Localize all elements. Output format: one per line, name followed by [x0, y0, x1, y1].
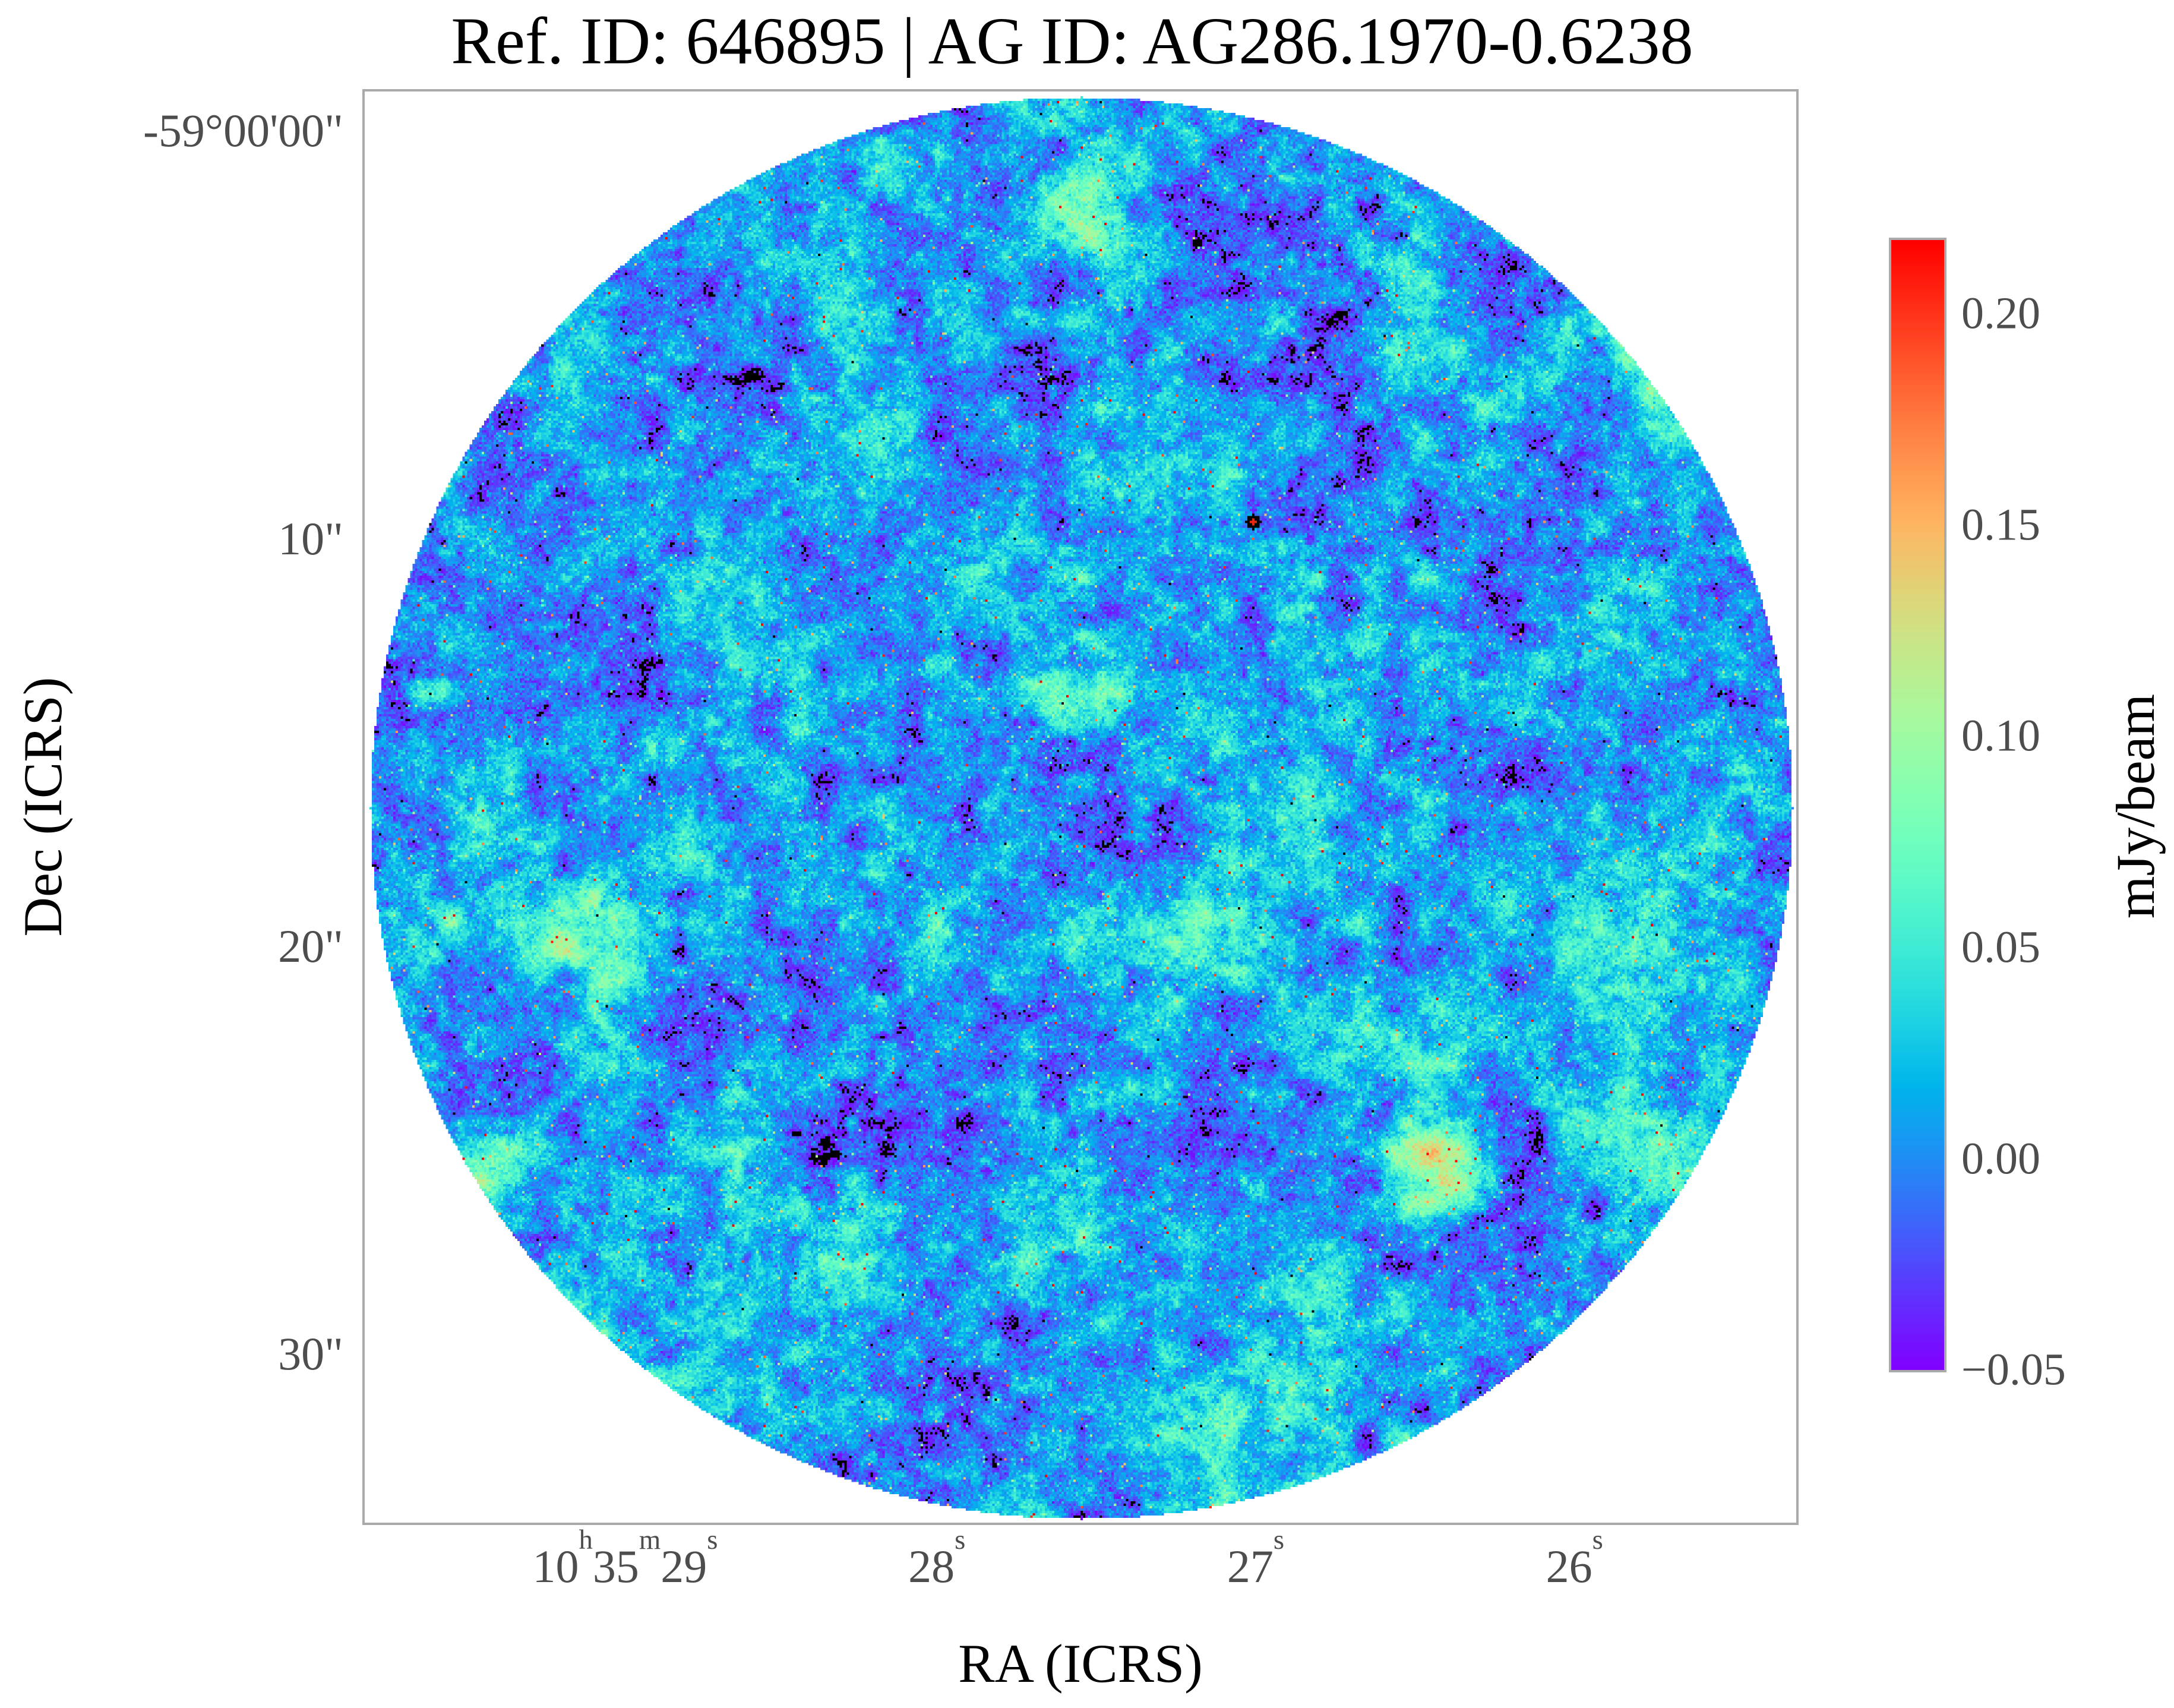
colorbar-unit-label: mJy/beam: [2105, 693, 2166, 919]
ra-tick-label: 10h35m29s: [532, 1524, 718, 1592]
dec-tick-label: -59°00'00": [143, 105, 343, 157]
ra-tick-label: 26s: [1546, 1524, 1603, 1592]
ra-tick-label: 27s: [1227, 1524, 1285, 1592]
colorbar-tick-label: 0.05: [1961, 922, 2040, 973]
colorbar-tick-label: 0.20: [1961, 288, 2040, 339]
figure-title: Ref. ID: 646895 | AG ID: AG286.1970-0.62…: [451, 4, 1693, 78]
colorbar-gradient: [1891, 240, 1944, 1370]
dec-tick-label: 30": [278, 1328, 343, 1380]
dec-axis-label: Dec (ICRS): [12, 677, 73, 937]
colorbar: [1889, 238, 1947, 1372]
sky-map-axes: [362, 89, 1799, 1525]
ra-tick-label: 28s: [908, 1524, 966, 1592]
colorbar-tick-label: 0.15: [1961, 500, 2040, 550]
colorbar-tick-label: 0.00: [1961, 1134, 2040, 1184]
colorbar-tick-label: 0.10: [1961, 711, 2040, 761]
sky-map-image: [365, 91, 1796, 1523]
dec-tick-label: 20": [278, 920, 343, 972]
colorbar-tick-label: −0.05: [1961, 1344, 2066, 1395]
ra-axis-label: RA (ICRS): [958, 1633, 1203, 1694]
dec-tick-label: 10": [278, 512, 343, 564]
